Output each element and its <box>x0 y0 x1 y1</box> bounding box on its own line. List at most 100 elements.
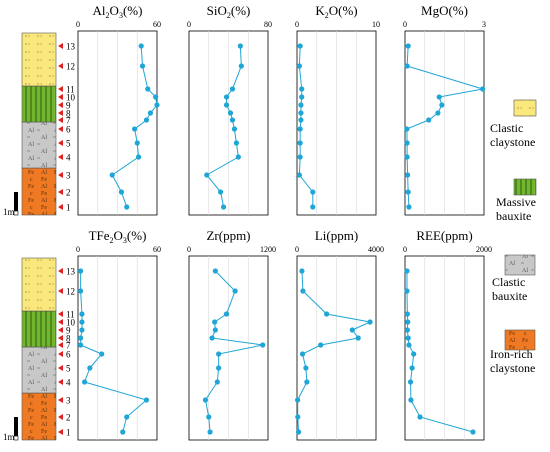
series-line <box>298 45 314 207</box>
data-point-sample-6 <box>411 351 417 357</box>
data-point-sample-7 <box>318 342 324 348</box>
x-tick-max-label: 2000 <box>476 245 492 254</box>
legend-label: bauxite <box>496 209 531 223</box>
column-layer-iron-rich-claystone <box>21 167 57 216</box>
sample-marker-arrow <box>58 140 63 146</box>
sample-marker-arrow <box>58 102 63 108</box>
data-point-sample-5 <box>233 140 239 146</box>
panel-title: Li(ppm) <box>315 228 358 243</box>
legend-label: Clastic <box>490 121 523 135</box>
sample-marker-arrow <box>58 126 63 132</box>
data-point-sample-11 <box>480 86 486 92</box>
panel-zrppm: 0 1200 Zr(ppm) <box>187 228 276 441</box>
data-point-sample-9 <box>154 102 160 108</box>
sample-number-label: 5 <box>66 139 71 149</box>
sample-marker-arrow <box>58 311 63 317</box>
x-tick-min-label: 0 <box>76 20 80 29</box>
data-point-sample-3 <box>294 397 301 403</box>
data-point-sample-13 <box>405 43 411 49</box>
data-point-sample-2 <box>295 414 301 420</box>
data-point-sample-6 <box>231 126 238 132</box>
panel-title: SiO2(%) <box>207 3 251 20</box>
column-layer-clastic-claystone <box>21 257 57 312</box>
sample-number-label: 2 <box>66 188 71 198</box>
data-point-sample-5 <box>409 365 415 371</box>
data-point-sample-7 <box>298 117 304 123</box>
x-tick-min-label: 0 <box>187 20 191 29</box>
data-point-sample-3 <box>405 172 411 178</box>
data-point-sample-10 <box>405 319 411 325</box>
data-point-sample-4 <box>81 379 88 385</box>
legend-swatch <box>513 178 537 196</box>
x-tick-max-label: 3 <box>482 20 486 29</box>
data-point-sample-5 <box>87 365 93 371</box>
sample-marker-arrow <box>58 397 63 403</box>
legend-label: Clastic <box>492 275 525 289</box>
data-point-sample-12 <box>238 63 244 69</box>
data-point-sample-6 <box>132 126 138 132</box>
sample-marker-arrow <box>58 335 63 341</box>
data-point-sample-9 <box>439 102 445 108</box>
data-point-sample-10 <box>223 94 230 100</box>
data-point-sample-8 <box>147 110 154 116</box>
scale-bar <box>14 192 18 211</box>
sample-marker-arrow <box>58 172 63 178</box>
x-tick-max-label: 4000 <box>368 245 384 254</box>
sample-number-label: 3 <box>66 171 71 181</box>
data-point-sample-2 <box>310 189 316 195</box>
data-point-sample-4 <box>404 154 410 160</box>
sample-number-label: 1 <box>66 428 71 438</box>
panel-title: TFe2O3(%) <box>89 228 147 245</box>
legend-swatch <box>513 99 537 117</box>
data-point-sample-13 <box>138 43 144 49</box>
x-tick-max-label: 80 <box>264 20 272 29</box>
data-point-sample-2 <box>118 189 125 195</box>
x-tick-max-label: 60 <box>153 20 161 29</box>
sample-number-label: 8 <box>66 109 71 119</box>
data-point-sample-13 <box>299 268 305 274</box>
x-tick-max-label: 60 <box>153 245 161 254</box>
data-point-sample-2 <box>417 414 423 420</box>
data-point-sample-3 <box>202 397 209 403</box>
panel-title: Zr(ppm) <box>206 228 250 243</box>
data-point-sample-1 <box>120 429 126 435</box>
data-point-sample-3 <box>143 397 150 403</box>
legend-label: bauxite <box>492 289 527 303</box>
sample-marker-arrow <box>58 110 63 116</box>
data-point-sample-6 <box>297 126 303 132</box>
panel-tfe2o3: 0 60 TFe2O3(%) <box>76 228 161 441</box>
panel-mgo: 0 3 MgO(%) <box>403 3 486 216</box>
data-point-sample-12 <box>78 288 84 294</box>
data-point-sample-1 <box>470 429 476 435</box>
legend-swatch <box>504 254 536 276</box>
x-tick-min-label: 0 <box>403 20 407 29</box>
data-point-sample-8 <box>227 110 234 116</box>
sample-number-label: 6 <box>66 350 71 360</box>
data-point-sample-4 <box>297 154 303 160</box>
data-point-sample-12 <box>404 288 410 294</box>
data-point-sample-12 <box>300 288 306 294</box>
panel-reeppm: 0 2000 REE(ppm) <box>403 228 492 441</box>
data-point-sample-5 <box>134 140 140 146</box>
sample-number-label: 11 <box>66 310 75 320</box>
data-point-sample-9 <box>404 327 410 333</box>
x-tick-max-label: 10 <box>372 20 380 29</box>
column-layer-massive-bauxite <box>21 310 57 348</box>
x-tick-min-label: 0 <box>76 245 80 254</box>
sample-number-label: 4 <box>66 153 71 163</box>
data-point-sample-11 <box>223 311 230 317</box>
data-point-sample-9 <box>349 327 355 333</box>
data-point-sample-3 <box>408 397 414 403</box>
data-point-sample-10 <box>212 319 218 325</box>
data-point-sample-6 <box>99 351 105 357</box>
data-point-sample-8 <box>78 335 84 341</box>
sample-marker-arrow <box>58 288 63 294</box>
sample-marker-arrow <box>58 342 63 348</box>
data-point-sample-11 <box>404 311 410 317</box>
data-point-sample-11 <box>79 311 85 317</box>
column-layer-clastic-bauxite <box>21 121 57 169</box>
